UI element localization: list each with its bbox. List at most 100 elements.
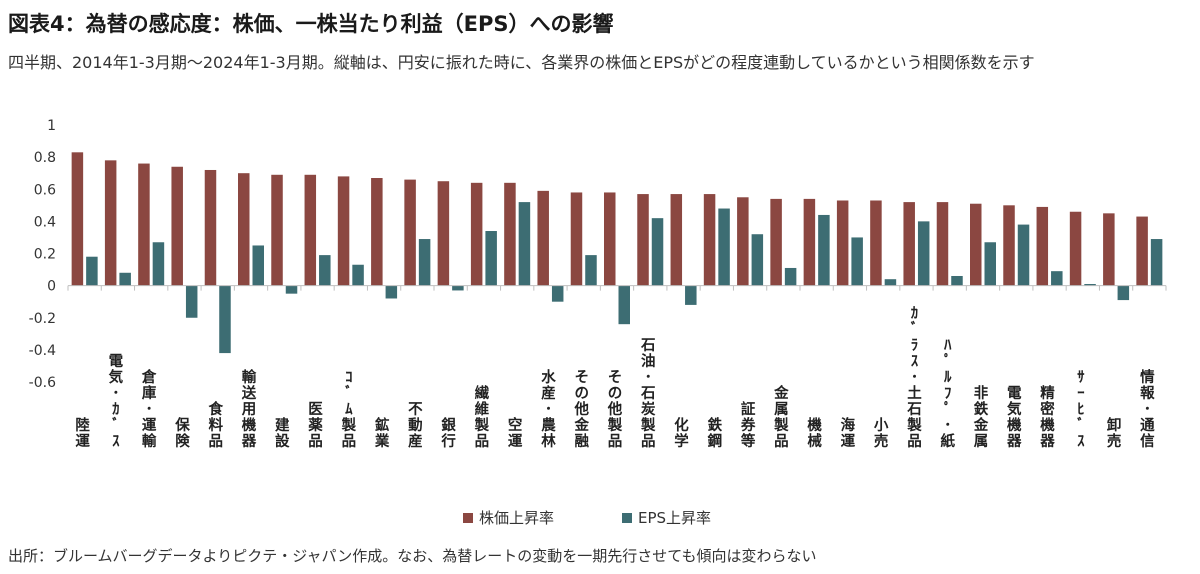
legend-label-eps: EPS上昇率 [638,509,711,527]
bar-stock-price-33 [1136,216,1148,286]
bar-eps-8 [319,255,331,286]
bar-eps-18 [651,218,664,286]
x-tick-label: 医薬品 [308,401,323,450]
bar-eps-17 [618,285,630,325]
bar-stock-price-15 [537,190,549,286]
bar-eps-6 [252,245,264,286]
x-tick-label: 電気機器 [1006,385,1022,450]
x-tick-label: 繊維製品 [474,384,490,450]
bar-eps-15 [551,285,564,302]
legend: 株価上昇率 EPS上昇率 [463,509,711,527]
bar-eps-26 [917,221,930,286]
bar-eps-5 [219,285,231,354]
bar-eps-9 [352,264,364,286]
x-tick-label: ｺﾞﾑ製品 [341,370,357,450]
bar-eps-20 [718,208,730,286]
x-tick-label: 保険 [174,416,190,450]
bar-eps-1 [86,256,98,286]
x-tick-label: 卸売 [1107,416,1122,450]
bar-stock-price-18 [637,194,649,286]
bar-stock-price-12 [437,181,450,286]
x-tick-label: 鉄鋼 [707,416,723,450]
bar-eps-14 [518,202,531,286]
bar-stock-price-6 [238,173,250,286]
bar-eps-4 [185,285,198,318]
y-axis: 1 0.8 0.6 0.4 0.2 0 -0.2 -0.4 -0.6 [29,118,56,391]
bar-eps-33 [1150,239,1163,286]
bar-stock-price-4 [171,166,183,286]
bar-eps-12 [452,285,464,291]
chart-title: 図表4：為替の感応度：株価、一株当たり利益（EPS）への影響 [8,12,614,36]
x-tick-label: 証券等 [741,400,756,450]
bar-stock-price-17 [604,192,616,286]
bar-stock-price-23 [803,198,816,286]
bar-eps-32 [1117,285,1130,301]
bar-stock-price-29 [1003,205,1015,286]
x-tick-label: 機械 [807,416,822,450]
y-tick-label: 0.8 [34,150,56,166]
bar-stock-price-20 [703,194,716,286]
bar-stock-price-14 [504,182,516,286]
bar-stock-price-3 [138,163,150,286]
bar-eps-25 [884,279,897,286]
bar-eps-31 [1084,284,1096,286]
x-tick-label: 小売 [874,417,889,450]
bar-stock-price-19 [670,194,683,286]
bar-eps-19 [685,285,697,305]
bar-eps-22 [784,267,797,286]
x-tick-label: その他製品 [607,370,623,450]
bar-stock-price-24 [836,200,849,286]
bar-chart: 1 0.8 0.6 0.4 0.2 0 -0.2 -0.4 -0.6 陸運 電気･ｶﾞｽ 倉庫･運輸… [29,118,1167,527]
x-tick-label: ﾊﾟﾙﾌﾟ･紙 [940,338,955,450]
bar-eps-7 [285,285,298,294]
y-tick-label: 0 [47,279,56,295]
y-tick-label: 1 [47,118,56,134]
x-tick-label: 建設 [275,416,290,450]
bar-stock-price-27 [936,202,949,286]
bar-stock-price-13 [470,182,483,286]
x-tick-label: 電気･ｶﾞｽ [109,353,124,450]
bar-eps-27 [951,275,963,286]
x-tick-label: 食料品 [208,400,223,450]
bar-stock-price-1 [71,152,84,286]
bar-stock-price-26 [903,202,915,286]
bar-stock-price-2 [104,160,117,286]
bar-eps-23 [818,214,830,286]
bar-eps-11 [418,239,431,286]
x-tick-label: 金属製品 [773,384,789,450]
bars [67,152,1167,354]
x-tick-label: 精密機器 [1039,384,1055,450]
y-tick-label: 0.4 [34,214,56,230]
bar-stock-price-28 [970,203,982,286]
bar-eps-28 [984,242,996,286]
bar-stock-price-10 [371,178,383,286]
x-tick-label: 空運 [508,416,523,450]
bar-eps-21 [751,234,764,286]
x-tick-label: 不動産 [408,401,423,450]
x-tick-label: その他金融 [573,370,589,450]
bar-stock-price-25 [870,200,882,286]
x-tick-label: ｶﾞﾗｽ･土石製品 [906,305,922,450]
bar-stock-price-30 [1036,206,1049,286]
bar-eps-10 [385,285,398,299]
y-tick-label: -0.4 [29,343,56,359]
bar-stock-price-9 [337,176,350,286]
x-tick-label: 倉庫･運輸 [141,368,157,450]
legend-swatch-stock-price [463,513,473,523]
bar-stock-price-8 [304,174,317,286]
x-tick-label: 情報･通信 [1140,368,1155,450]
bar-eps-24 [851,237,863,286]
x-tick-label: ｻｰﾋﾞｽ [1076,370,1085,450]
bar-eps-2 [119,272,131,286]
bar-stock-price-22 [770,198,782,286]
x-tick-label: 海運 [841,416,856,450]
y-tick-label: 0.2 [34,247,56,263]
bar-stock-price-11 [404,179,416,286]
y-tick-label: -0.6 [29,375,56,391]
x-tick-label: 非鉄金属 [973,385,989,450]
bar-eps-16 [585,255,597,286]
bar-eps-13 [485,231,497,286]
bar-stock-price-31 [1069,211,1082,286]
y-tick-label: -0.2 [29,311,56,327]
